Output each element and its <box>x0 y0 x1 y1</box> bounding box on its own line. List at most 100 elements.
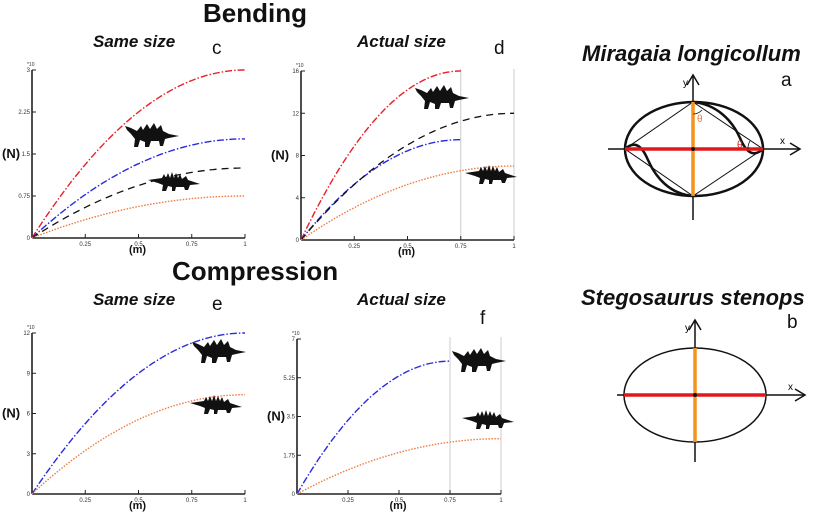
y-tick-label-e-4: 12 <box>23 331 30 337</box>
species-a-name: Miragaia longicollum <box>582 41 801 66</box>
y-arrow-b <box>688 318 702 331</box>
miragaia-silhouette-c <box>148 172 200 191</box>
y-tick-label-e-2: 6 <box>27 412 31 418</box>
x-arrow-b <box>794 388 807 402</box>
y-tick-label-d-2: 8 <box>296 154 300 160</box>
series-e-blue <box>31 332 245 495</box>
y-tick-label-c-4: 3 <box>27 68 31 74</box>
x-tick-label-f-0: 0.25 <box>342 498 354 504</box>
species-b-name: Stegosaurus stenops <box>581 285 805 310</box>
species-a-letter: a <box>781 70 792 91</box>
panel-c-title: Same size <box>93 32 176 51</box>
theta-label-1: θ <box>697 114 703 125</box>
chart-e: 0.25 0.5 0.75 1 0 3 6 9 12*10 (m) (N) <box>2 325 247 512</box>
x-tick-label-f-1: 0.5 <box>395 498 404 504</box>
x-tick-label-c-0: 0.25 <box>79 242 91 248</box>
miragaia-silhouette-f <box>462 410 514 429</box>
cross-section-a: y x θ θ <box>608 73 802 220</box>
x-tick-label-c-1: 0.5 <box>134 242 143 248</box>
y-tick-label-f-2: 3.5 <box>287 415 296 421</box>
y-tick-label-c-0: 0 <box>27 236 31 242</box>
center-point-b <box>693 393 697 397</box>
y-tick-label-d-4: 16 <box>292 69 299 75</box>
series-d-black <box>300 112 514 241</box>
x-label-b: x <box>788 382 793 393</box>
exponent-label-e: *10 <box>27 325 35 331</box>
cross-section-b: y x <box>617 318 807 462</box>
y-tick-label-d-1: 4 <box>296 196 300 202</box>
panel-d-title: Actual size <box>357 32 446 51</box>
x-axis-label-c: (m) <box>129 244 146 256</box>
y-tick-label-f-4: 7 <box>292 337 296 343</box>
panel-f-title: Actual size <box>357 290 446 309</box>
panel-c-letter: c <box>212 38 222 59</box>
series-c-black <box>31 167 245 239</box>
y-axis-label-f: (N) <box>267 409 285 424</box>
y-tick-label-c-2: 1.5 <box>22 152 31 158</box>
exponent-label-c: *10 <box>27 62 35 68</box>
x-tick-label-d-2: 0.75 <box>455 244 467 250</box>
stegosaurus-silhouette-e <box>192 339 246 363</box>
x-tick-label-c-3: 1 <box>243 242 247 248</box>
y-tick-label-f-0: 0 <box>292 492 296 498</box>
chart-c: 0.25 0.5 0.75 1 0 0.75 1.5 2.25 3*10 (m) (N) <box>2 62 247 256</box>
y-tick-label-c-1: 0.75 <box>18 194 30 200</box>
series-c-orange <box>31 195 245 239</box>
y-axis-label-d: (N) <box>271 148 289 163</box>
y-tick-label-d-0: 0 <box>296 238 300 244</box>
y-tick-label-f-1: 1.75 <box>283 453 295 459</box>
theta-label-2: θ <box>737 140 743 151</box>
x-tick-label-e-2: 0.75 <box>186 498 198 504</box>
x-axis-label-e: (m) <box>129 500 146 512</box>
y-label-b: y <box>685 323 690 334</box>
y-tick-label-d-3: 12 <box>292 111 299 117</box>
panel-e-letter: e <box>212 294 223 315</box>
compression-heading: Compression <box>172 256 339 286</box>
x-axis-label-f: (m) <box>389 500 406 512</box>
x-arrow-a <box>789 142 802 156</box>
x-axis-label-d: (m) <box>398 246 415 258</box>
bending-heading: Bending <box>203 0 307 28</box>
angle-arc-2 <box>747 140 751 150</box>
x-tick-label-e-1: 0.5 <box>134 498 143 504</box>
series-c-red <box>31 69 245 239</box>
y-tick-label-e-0: 0 <box>27 492 31 498</box>
miragaia-silhouette-e <box>190 395 242 414</box>
panel-f-letter: f <box>480 308 486 329</box>
x-tick-label-f-2: 0.75 <box>444 498 456 504</box>
stegosaurus-silhouette-f <box>452 348 506 372</box>
y-tick-label-f-3: 5.25 <box>283 376 295 382</box>
stegosaurus-silhouette-d <box>415 85 469 109</box>
series-d-blue <box>300 138 461 241</box>
exponent-label-f: *10 <box>292 331 300 337</box>
x-tick-label-e-3: 1 <box>243 498 247 504</box>
x-tick-label-d-1: 0.5 <box>403 244 412 250</box>
chart-f: 0.25 0.5 0.75 1 0 1.75 3.5 5.25 7*10 (m) (N) <box>267 331 514 512</box>
y-axis-label-e: (N) <box>2 406 20 421</box>
wavy-outline <box>624 100 764 198</box>
y-axis-label-c: (N) <box>2 146 20 161</box>
panel-d-letter: d <box>494 38 505 59</box>
panel-e-title: Same size <box>93 290 176 309</box>
chart-d: 0.25 0.5 0.75 1 0 4 8 12 16*10 (m) (N) <box>271 63 517 258</box>
series-d-red <box>300 70 461 241</box>
y-tick-label-c-3: 2.25 <box>18 110 30 116</box>
x-label-a: x <box>780 136 785 147</box>
x-tick-label-f-3: 1 <box>499 498 503 504</box>
x-tick-label-e-0: 0.25 <box>79 498 91 504</box>
series-c-blue <box>31 138 245 239</box>
y-arrow-a <box>686 73 700 86</box>
series-f-blue <box>296 360 451 495</box>
miragaia-silhouette-d <box>465 165 517 184</box>
x-tick-label-d-0: 0.25 <box>348 244 360 250</box>
x-tick-label-d-3: 1 <box>512 244 516 250</box>
species-b-letter: b <box>787 312 798 333</box>
series-d-orange <box>300 165 514 241</box>
y-tick-label-e-1: 3 <box>27 452 31 458</box>
center-point-a <box>691 147 695 151</box>
x-tick-label-c-2: 0.75 <box>186 242 198 248</box>
y-tick-label-e-3: 9 <box>27 371 31 377</box>
stegosaurus-silhouette-c <box>125 123 179 147</box>
exponent-label-d: *10 <box>296 63 304 69</box>
